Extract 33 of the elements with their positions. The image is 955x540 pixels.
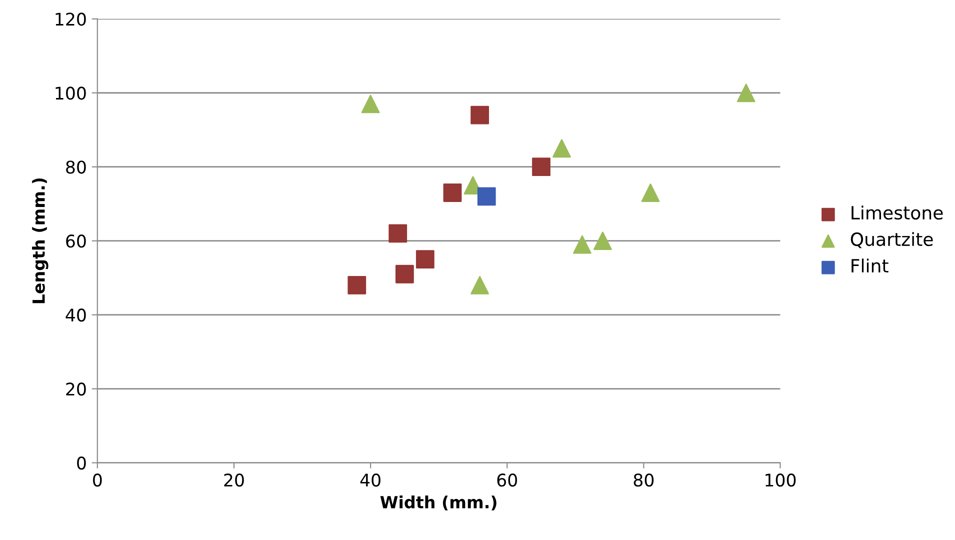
y-tick-label: 100 xyxy=(56,86,86,100)
point xyxy=(641,184,660,202)
point xyxy=(532,158,550,176)
x-tick-label: 40 xyxy=(360,474,380,487)
y-axis-title: Length (mm.) xyxy=(32,178,48,304)
y-tick-label: 40 xyxy=(66,308,86,322)
x-tick-label: 80 xyxy=(634,474,654,487)
point xyxy=(361,94,380,114)
x-axis-title: Width (mm.) xyxy=(380,496,496,510)
point xyxy=(388,224,408,243)
point xyxy=(594,232,612,250)
x-tick-label: 100 xyxy=(766,474,796,487)
point xyxy=(736,84,756,102)
point xyxy=(470,276,489,294)
point xyxy=(470,106,489,124)
point xyxy=(416,250,434,269)
legend-label: Flint xyxy=(852,258,888,272)
x-tick-label: 60 xyxy=(497,474,517,487)
y-tick-label: 120 xyxy=(56,12,86,26)
y-tick-label: 80 xyxy=(66,160,86,174)
point xyxy=(477,187,496,206)
legend-label: Limestone xyxy=(852,206,943,220)
x-tick-label: 20 xyxy=(224,474,244,487)
point xyxy=(573,235,592,254)
x-tick-label: 0 xyxy=(93,474,102,487)
point xyxy=(552,139,571,158)
legend-label: Quartzite xyxy=(850,232,933,248)
point xyxy=(348,276,366,294)
point xyxy=(395,264,414,284)
y-tick-label: 20 xyxy=(66,382,86,396)
point xyxy=(443,184,462,202)
y-tick-label: 0 xyxy=(77,456,86,470)
y-tick-label: 60 xyxy=(66,234,86,248)
